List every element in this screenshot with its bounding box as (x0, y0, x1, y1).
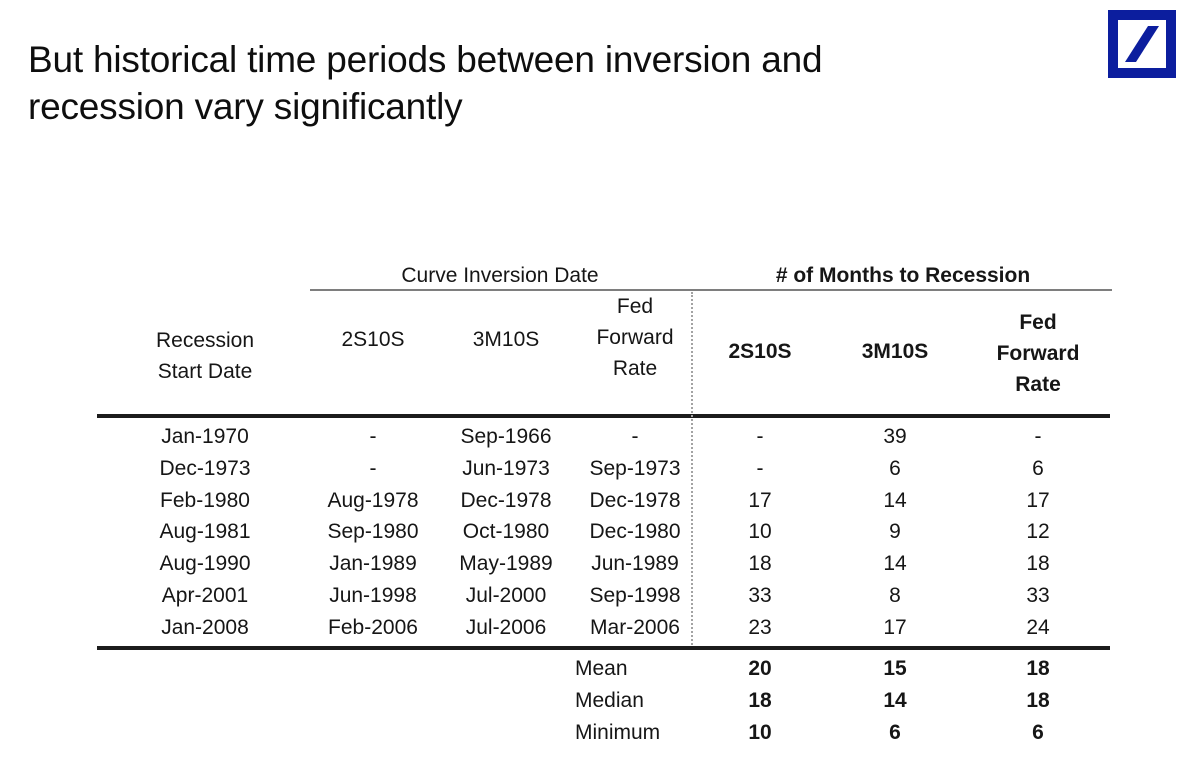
months-fed-cell: 17 (1026, 489, 1050, 512)
inv-fed-cell: Dec-1980 (589, 520, 681, 543)
col-header-inversion-2s10s: 2S10S (341, 328, 405, 351)
table-row: Jan-1970 - Sep-1966 - - 39 - (0, 421, 1191, 453)
col-header-inversion-fed-forward-rate: Fed Forward Rate (596, 295, 674, 380)
summary-row-minimum: Minimum 10 6 6 (0, 717, 1191, 749)
inv-2s10s-cell: Feb-2006 (328, 616, 418, 639)
recession-start-date-cell: Feb-1980 (160, 489, 250, 512)
inv-2s10s-cell: Jan-1989 (329, 552, 417, 575)
recession-start-date-cell: Apr-2001 (161, 584, 249, 607)
months-2s10s-cell: 10 (748, 520, 772, 543)
months-3m10s-cell: 14 (883, 489, 907, 512)
col-header-recession-start-date: Recession Start Date (155, 329, 255, 383)
inv-3m10s-cell: Sep-1966 (460, 425, 552, 448)
summary-row-mean: Mean 20 15 18 (0, 653, 1191, 685)
inv-fed-cell: Jun-1989 (591, 552, 679, 575)
table-row: Apr-2001 Jun-1998 Jul-2000 Sep-1998 33 8… (0, 580, 1191, 612)
page-title-line1: But historical time periods between inve… (28, 39, 823, 80)
table-body-top-rule (97, 414, 1110, 418)
inv-3m10s-cell: Oct-1980 (462, 520, 550, 543)
months-3m10s-cell: 14 (883, 552, 907, 575)
months-3m10s-cell: 6 (889, 457, 901, 480)
recession-start-date-cell: Jan-1970 (161, 425, 249, 448)
inv-2s10s-cell: - (369, 425, 377, 448)
months-2s10s-cell: 17 (748, 489, 772, 512)
months-3m10s-cell: 8 (889, 584, 901, 607)
col-header-months-2s10s: 2S10S (728, 340, 792, 363)
inv-3m10s-cell: Jul-2000 (465, 584, 547, 607)
deutsche-bank-logo-icon (1108, 10, 1176, 78)
table-row: Aug-1981 Sep-1980 Oct-1980 Dec-1980 10 9… (0, 516, 1191, 548)
summary-row-median: Median 18 14 18 (0, 685, 1191, 717)
months-fed-cell: 33 (1026, 584, 1050, 607)
col-header-months-fed-forward-rate: Fed Forward Rate (996, 311, 1080, 396)
months-fed-cell: 6 (1032, 457, 1044, 480)
months-fed-cell: 12 (1026, 520, 1050, 543)
months-3m10s-cell: 39 (883, 425, 907, 448)
inv-2s10s-cell: Sep-1980 (327, 520, 419, 543)
inv-fed-cell: - (631, 425, 639, 448)
summary-fed-value: 18 (1026, 657, 1050, 680)
inv-3m10s-cell: Jun-1973 (462, 457, 550, 480)
summary-fed-value: 6 (1032, 721, 1044, 744)
col-header-months-3m10s: 3M10S (861, 340, 929, 363)
summary-2s10s-value: 18 (748, 689, 772, 712)
months-fed-cell: 24 (1026, 616, 1050, 639)
months-2s10s-cell: - (756, 457, 764, 480)
summary-2s10s-value: 10 (748, 721, 772, 744)
inv-3m10s-cell: May-1989 (459, 552, 553, 575)
inv-3m10s-cell: Dec-1978 (460, 489, 552, 512)
summary-3m10s-value: 15 (883, 657, 907, 680)
summary-fed-value: 18 (1026, 689, 1050, 712)
summary-3m10s-value: 14 (883, 689, 907, 712)
months-fed-cell: 18 (1026, 552, 1050, 575)
summary-label: Median (575, 689, 644, 712)
summary-3m10s-value: 6 (889, 721, 901, 744)
page-title: But historical time periods between inve… (28, 36, 1028, 130)
months-2s10s-cell: 23 (748, 616, 772, 639)
table-row: Jan-2008 Feb-2006 Jul-2006 Mar-2006 23 1… (0, 612, 1191, 644)
table-row: Dec-1973 - Jun-1973 Sep-1973 - 6 6 (0, 453, 1191, 485)
section-divider-dotted-line (691, 292, 693, 648)
summary-label: Minimum (575, 721, 661, 744)
recession-start-date-cell: Aug-1990 (159, 552, 251, 575)
inv-fed-cell: Sep-1973 (589, 457, 681, 480)
months-2s10s-cell: 33 (748, 584, 772, 607)
group-header-underline (310, 289, 1112, 291)
recession-start-date-cell: Aug-1981 (159, 520, 251, 543)
group-header-curve-inversion-date: Curve Inversion Date (401, 264, 599, 287)
inv-2s10s-cell: Jun-1998 (329, 584, 417, 607)
inv-2s10s-cell: - (369, 457, 377, 480)
months-fed-cell: - (1034, 425, 1042, 448)
table-body-bottom-rule (97, 646, 1110, 650)
months-3m10s-cell: 17 (883, 616, 907, 639)
months-3m10s-cell: 9 (889, 520, 901, 543)
inv-fed-cell: Dec-1978 (589, 489, 681, 512)
inv-fed-cell: Sep-1998 (589, 584, 681, 607)
page-title-line2: recession vary significantly (28, 86, 463, 127)
recession-start-date-cell: Jan-2008 (161, 616, 249, 639)
col-header-inversion-3m10s: 3M10S (472, 328, 540, 351)
summary-2s10s-value: 20 (748, 657, 772, 680)
group-header-months-to-recession: # of Months to Recession (775, 264, 1031, 287)
recession-start-date-cell: Dec-1973 (159, 457, 251, 480)
table-row: Feb-1980 Aug-1978 Dec-1978 Dec-1978 17 1… (0, 485, 1191, 517)
inv-3m10s-cell: Jul-2006 (465, 616, 547, 639)
months-2s10s-cell: 18 (748, 552, 772, 575)
inv-2s10s-cell: Aug-1978 (327, 489, 419, 512)
summary-label: Mean (575, 657, 628, 680)
months-2s10s-cell: - (756, 425, 764, 448)
inv-fed-cell: Mar-2006 (590, 616, 680, 639)
table-row: Aug-1990 Jan-1989 May-1989 Jun-1989 18 1… (0, 548, 1191, 580)
